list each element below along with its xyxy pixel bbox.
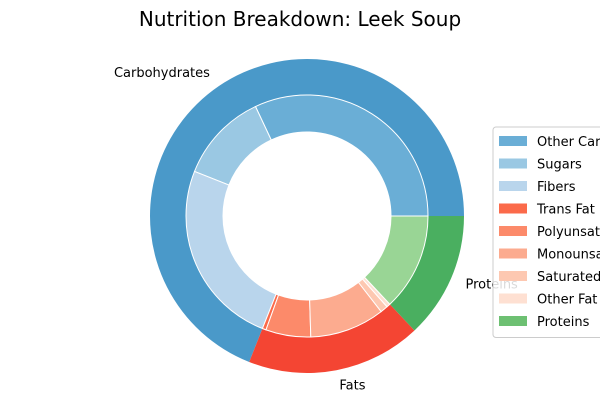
legend-label: Polyunsaturated Fat bbox=[537, 225, 600, 240]
legend-label: Proteins bbox=[537, 315, 590, 330]
legend-swatch bbox=[499, 158, 527, 169]
legend-label: Trans Fat bbox=[536, 203, 595, 218]
inner-wedge-proteins bbox=[363, 215, 429, 305]
legend-swatch bbox=[499, 248, 527, 259]
legend-label: Other Fat bbox=[537, 293, 597, 308]
legend-swatch bbox=[499, 316, 527, 326]
outer-wedge-fats bbox=[249, 304, 415, 374]
outer-label-fats: Fats bbox=[339, 379, 365, 394]
outer-label-carbohydrates: Carbohydrates bbox=[114, 66, 210, 81]
legend-label: Monounsaturated Fat bbox=[537, 248, 600, 263]
legend-frame bbox=[492, 126, 600, 338]
legend-swatch bbox=[499, 203, 527, 214]
legend-label: Saturated Fat bbox=[537, 270, 600, 285]
outer-wedge-proteins bbox=[389, 216, 464, 331]
chart-title: Nutrition Breakdown: Leek Soup bbox=[139, 7, 461, 31]
legend: Other Carbohydrates Sugars Fibers Trans Fat… bbox=[492, 126, 600, 338]
legend-label: Other Carbohydrates bbox=[537, 135, 600, 150]
inner-ring bbox=[185, 94, 429, 338]
legend-label: Sugars bbox=[537, 158, 582, 173]
legend-swatch bbox=[499, 226, 527, 236]
legend-swatch bbox=[499, 271, 527, 281]
legend-swatch bbox=[499, 136, 527, 146]
legend-label: Fibers bbox=[537, 180, 576, 195]
legend-swatch bbox=[499, 181, 527, 191]
outer-ring bbox=[150, 59, 464, 374]
legend-swatch bbox=[499, 293, 527, 304]
